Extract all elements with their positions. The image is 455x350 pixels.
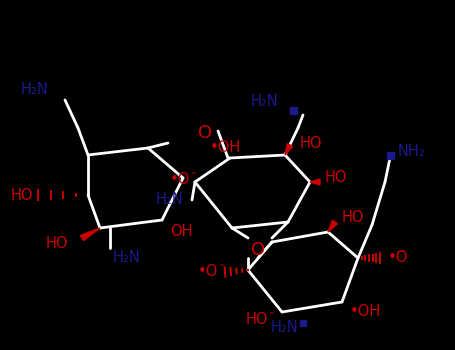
Text: •O: •O [388, 251, 409, 266]
Text: ″: ″ [192, 171, 196, 181]
Text: O: O [198, 124, 212, 142]
Bar [386, 152, 394, 159]
Text: H₂N: H₂N [250, 94, 278, 110]
Bar [300, 320, 306, 326]
Text: H₂N: H₂N [271, 321, 299, 336]
Text: ″: ″ [270, 311, 274, 321]
Polygon shape [285, 144, 293, 155]
Text: ″: ″ [400, 249, 404, 259]
Polygon shape [328, 220, 338, 232]
Text: HO: HO [300, 135, 323, 150]
Text: HO: HO [342, 210, 364, 225]
Text: •OH: •OH [350, 304, 381, 320]
Bar [289, 106, 297, 113]
Polygon shape [310, 179, 320, 185]
Text: HO: HO [325, 170, 348, 186]
Polygon shape [81, 228, 100, 240]
Text: ″: ″ [220, 263, 224, 273]
Text: HO: HO [10, 188, 33, 203]
Text: H₂N: H₂N [20, 83, 48, 98]
Text: O: O [251, 241, 265, 259]
Text: NH₂: NH₂ [398, 145, 426, 160]
Text: •OH: •OH [209, 140, 241, 154]
Text: HO: HO [46, 236, 68, 251]
Text: H₂N: H₂N [155, 193, 183, 208]
Text: •O: •O [170, 173, 190, 188]
Text: •O: •O [197, 265, 218, 280]
Text: H₂N: H₂N [113, 251, 141, 266]
Text: HO: HO [246, 313, 268, 328]
Text: OH: OH [170, 224, 192, 239]
